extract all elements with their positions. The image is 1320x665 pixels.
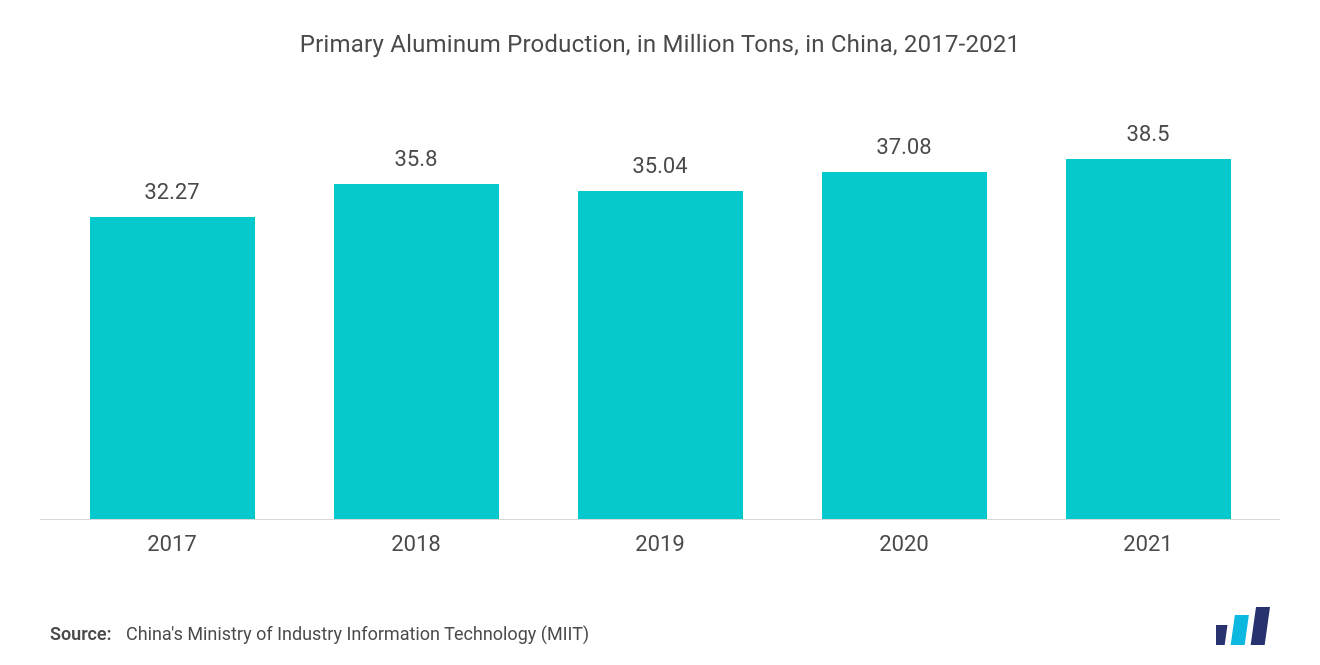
bar-group: 37.08 xyxy=(782,108,1026,519)
brand-logo-icon xyxy=(1216,607,1270,645)
bar-group: 35.8 xyxy=(294,108,538,519)
source-label: Source: xyxy=(50,624,112,645)
bar-group: 35.04 xyxy=(538,108,782,519)
bar-value-label: 32.27 xyxy=(144,180,199,205)
bar-value-label: 38.5 xyxy=(1127,122,1170,147)
bar-group: 38.5 xyxy=(1026,108,1270,519)
source-line: Source: China's Ministry of Industry Inf… xyxy=(50,624,589,645)
x-tick-label: 2019 xyxy=(538,532,782,557)
bar-group: 32.27 xyxy=(50,108,294,519)
bar xyxy=(822,172,987,519)
x-tick-label: 2020 xyxy=(782,532,1026,557)
bar xyxy=(1066,159,1231,519)
chart-container: Primary Aluminum Production, in Million … xyxy=(0,0,1320,665)
bar xyxy=(334,184,499,519)
x-tick-label: 2021 xyxy=(1026,532,1270,557)
x-axis: 20172018201920202021 xyxy=(40,520,1280,557)
chart-title: Primary Aluminum Production, in Million … xyxy=(40,30,1280,58)
source-text: China's Ministry of Industry Information… xyxy=(126,624,589,645)
plot-area: 32.27 35.8 35.04 37.08 38.5 xyxy=(40,108,1280,520)
bar xyxy=(90,217,255,519)
x-tick-label: 2017 xyxy=(50,532,294,557)
bar-value-label: 37.08 xyxy=(876,135,931,160)
bar xyxy=(578,191,743,519)
bar-value-label: 35.04 xyxy=(632,154,687,179)
bar-value-label: 35.8 xyxy=(395,147,438,172)
x-tick-label: 2018 xyxy=(294,532,538,557)
chart-footer: Source: China's Ministry of Industry Inf… xyxy=(40,607,1280,645)
